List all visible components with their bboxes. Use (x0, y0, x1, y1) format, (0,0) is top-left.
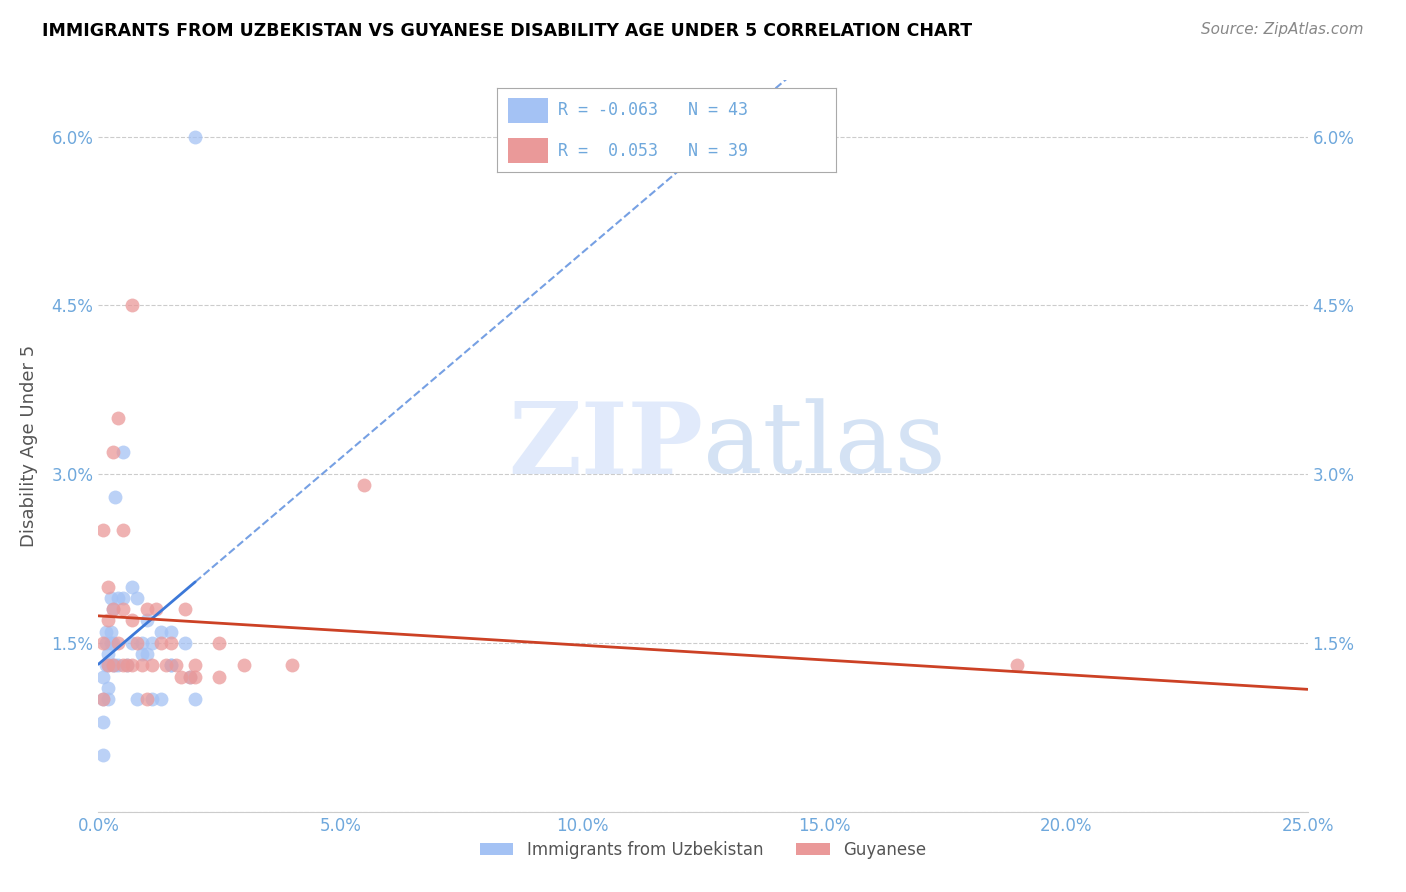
Point (150, 624, 173, 639)
Point (179, 670, 201, 684)
Text: IMMIGRANTS FROM UZBEKISTAN VS GUYANESE DISABILITY AGE UNDER 5 CORRELATION CHART: IMMIGRANTS FROM UZBEKISTAN VS GUYANESE D… (42, 22, 973, 40)
Point (141, 658, 163, 673)
Text: ZIP: ZIP (508, 398, 703, 494)
Point (184, 670, 207, 684)
Point (1007, 658, 1029, 673)
Text: atlas: atlas (703, 398, 946, 494)
Point (232, 658, 254, 673)
Point (135, 614, 157, 628)
Point (184, 129, 207, 144)
Point (117, 658, 139, 673)
Point (107, 636, 129, 650)
Point (91, 714, 114, 729)
Point (121, 298, 143, 312)
Point (97, 647, 120, 661)
Point (107, 591, 129, 605)
Point (141, 636, 163, 650)
Point (121, 580, 143, 594)
Point (127, 636, 149, 650)
Point (141, 692, 163, 706)
Point (174, 602, 197, 616)
Point (135, 602, 157, 616)
Point (135, 692, 157, 706)
Point (145, 602, 167, 616)
Point (94, 658, 117, 673)
Point (91, 748, 114, 763)
Point (101, 658, 124, 673)
Point (111, 524, 134, 538)
Point (165, 658, 187, 673)
Point (111, 658, 134, 673)
Point (94, 624, 117, 639)
Y-axis label: Disability Age Under 5: Disability Age Under 5 (20, 345, 38, 547)
Point (91, 636, 114, 650)
Point (97, 692, 120, 706)
Point (127, 591, 149, 605)
Point (150, 692, 173, 706)
Point (150, 636, 173, 650)
Point (100, 624, 122, 639)
Point (97, 614, 120, 628)
Point (184, 658, 207, 673)
Legend: Immigrants from Uzbekistan, Guyanese: Immigrants from Uzbekistan, Guyanese (474, 834, 932, 865)
Point (131, 647, 153, 661)
Point (91, 692, 114, 706)
Point (135, 647, 157, 661)
Point (97, 580, 120, 594)
Point (160, 624, 183, 639)
Point (160, 636, 183, 650)
Point (117, 658, 139, 673)
Point (353, 478, 375, 492)
Point (97, 658, 120, 673)
Point (101, 658, 124, 673)
Point (131, 636, 153, 650)
Point (111, 444, 134, 458)
Point (97, 681, 120, 695)
Point (107, 410, 129, 425)
Point (101, 602, 124, 616)
Point (184, 692, 207, 706)
Point (101, 602, 124, 616)
Point (107, 658, 129, 673)
Point (174, 636, 197, 650)
Point (121, 658, 143, 673)
Point (160, 658, 183, 673)
Point (160, 658, 183, 673)
Point (179, 670, 201, 684)
Point (91, 524, 114, 538)
Point (121, 614, 143, 628)
Point (91, 692, 114, 706)
Point (169, 670, 191, 684)
Point (131, 658, 153, 673)
Point (111, 591, 134, 605)
Point (91, 670, 114, 684)
Point (100, 591, 122, 605)
Point (155, 658, 177, 673)
Point (94, 636, 117, 650)
Point (97, 658, 120, 673)
Point (121, 636, 143, 650)
Point (127, 692, 149, 706)
Point (101, 636, 124, 650)
Point (111, 602, 134, 616)
Text: Source: ZipAtlas.com: Source: ZipAtlas.com (1201, 22, 1364, 37)
Point (100, 636, 122, 650)
Point (208, 670, 231, 684)
Point (208, 636, 231, 650)
Point (101, 444, 124, 458)
Point (281, 658, 304, 673)
Point (104, 490, 127, 504)
Point (104, 658, 127, 673)
